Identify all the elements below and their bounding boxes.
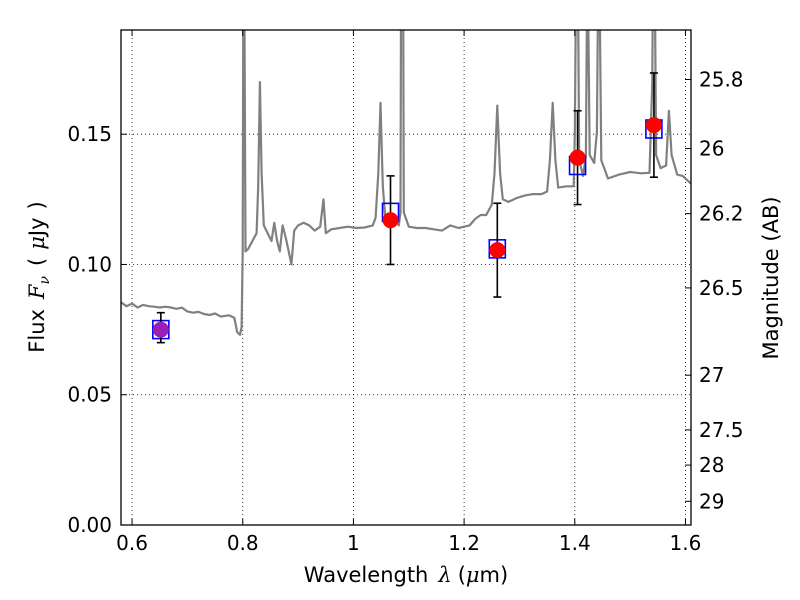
observed-flux-marker: [645, 117, 662, 134]
y2-tick-label: 27.5: [699, 418, 744, 442]
y2-tick-label: 29: [699, 489, 724, 513]
y2-axis-title: Magnitude (AB): [759, 196, 783, 359]
y2-tick-label: 26.2: [699, 202, 744, 226]
y2-tick-label: 27: [699, 363, 724, 387]
y2-tick-label: 26.5: [699, 276, 744, 300]
observed-flux-marker: [152, 321, 169, 338]
x-axis-title: Wavelength λ (μm): [304, 563, 508, 587]
model-spectrum-line: [121, 30, 691, 336]
observed-flux-marker: [382, 212, 399, 229]
x-tick-label: 1: [347, 531, 360, 555]
y-axis-title: FluxFν(μJy): [25, 201, 53, 352]
x-tick-label: 1.6: [670, 531, 702, 555]
photometry-points: [152, 72, 663, 344]
y2-tick-label: 25.8: [699, 68, 744, 92]
photometry-point: [488, 202, 507, 298]
x-tick-label: 0.6: [116, 531, 148, 555]
photometry-point: [645, 72, 663, 178]
x-tick-label: 0.8: [227, 531, 259, 555]
grid-lines: [121, 30, 691, 525]
plot-frame: [120, 29, 692, 526]
y2-tick-label: 26: [699, 137, 724, 161]
photometry-point: [381, 175, 400, 266]
y-tick-label: 0.05: [67, 383, 112, 407]
photometry-point: [568, 109, 587, 206]
y2-tick-label: 28: [699, 453, 724, 477]
x-axis-ticks: 0.6 0.8 1 1.2 1.4 1.6: [116, 30, 701, 555]
y-tick-label: 0.00: [67, 513, 112, 537]
y-tick-label: 0.10: [67, 252, 112, 276]
x-tick-label: 1.4: [559, 531, 591, 555]
y-axis-ticks: 0.00 0.05 0.10 0.15: [67, 122, 127, 537]
photometry-point: [152, 311, 170, 344]
observed-flux-marker: [489, 242, 506, 259]
y-tick-label: 0.15: [67, 122, 112, 146]
y2-axis-ticks: 25.8 26 26.2 26.5 27 27.5 28 29: [685, 68, 744, 513]
x-tick-label: 1.2: [448, 531, 480, 555]
observed-flux-marker: [569, 149, 586, 166]
